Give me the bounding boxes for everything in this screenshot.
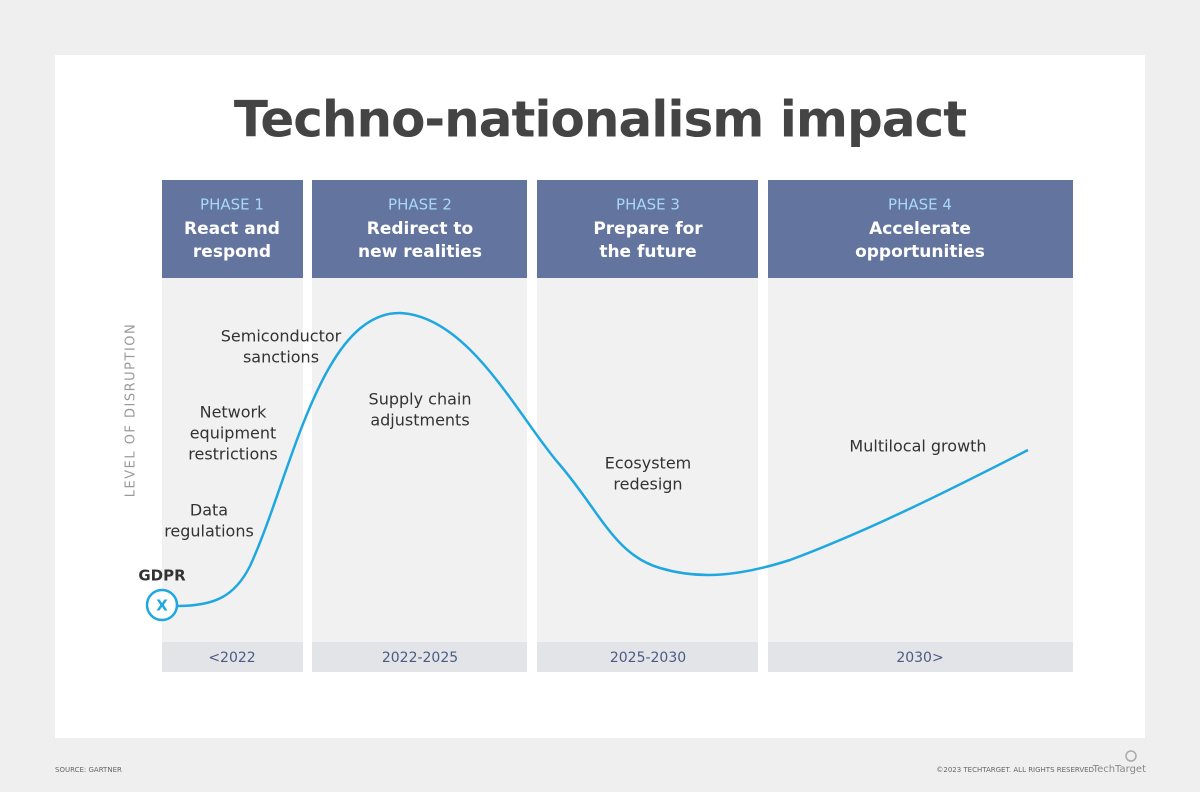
annotation: Multilocal growth [849, 437, 986, 456]
annotation: Supply chain [369, 390, 472, 409]
phase-label: PHASE 1 [200, 196, 264, 214]
annotation: equipment [190, 424, 277, 443]
annotation: regulations [164, 522, 254, 541]
phase-body [768, 278, 1073, 642]
phase-label: PHASE 2 [388, 196, 452, 214]
logo-icon [1125, 750, 1137, 762]
start-marker [145, 588, 179, 622]
phase-period: 2022-2025 [382, 650, 458, 666]
phase-title: respond [193, 242, 271, 262]
annotation: adjustments [370, 411, 469, 430]
phase-header [162, 180, 303, 278]
phase-title: Prepare for [593, 219, 703, 239]
phase-period: 2030> [896, 650, 943, 666]
y-axis-label: LEVEL OF DISRUPTION [124, 323, 139, 498]
annotation: redesign [613, 475, 682, 494]
annotation: restrictions [188, 445, 277, 464]
phase-body [312, 278, 527, 642]
annotation: Data [190, 501, 228, 520]
phase-title: opportunities [855, 242, 985, 262]
phase-title: new realities [358, 242, 482, 262]
phase-title: Redirect to [367, 219, 473, 239]
copyright: ©2023 TECHTARGET. ALL RIGHTS RESERVED [936, 766, 1094, 774]
logo: TechTarget [1092, 764, 1146, 775]
phase-footer [537, 642, 758, 672]
phase-period: 2025-2030 [610, 650, 686, 666]
phase-header [537, 180, 758, 278]
annotation: Ecosystem [605, 454, 692, 473]
annotation: sanctions [243, 348, 319, 367]
phase-label: PHASE 3 [616, 196, 680, 214]
phase-footer [312, 642, 527, 672]
phase-header [312, 180, 527, 278]
phase-period: <2022 [208, 650, 255, 666]
annotation: Semiconductor [221, 327, 342, 346]
phase-label: PHASE 4 [888, 196, 952, 214]
marker-symbol: X [156, 597, 168, 615]
phase-title: React and [184, 219, 280, 239]
phase-title: the future [599, 242, 696, 262]
phase-body [162, 278, 303, 642]
phase-body [537, 278, 758, 642]
title: Techno-nationalism impact [234, 91, 966, 149]
source: SOURCE: GARTNER [55, 766, 122, 774]
phase-header [768, 180, 1073, 278]
marker-label: GDPR [138, 567, 186, 585]
columns [162, 180, 1073, 672]
phase-title: Accelerate [869, 219, 971, 239]
annotation: Network [200, 403, 268, 422]
disruption-curve [176, 311, 1029, 608]
phase-footer [768, 642, 1073, 672]
phase-footer [162, 642, 303, 672]
